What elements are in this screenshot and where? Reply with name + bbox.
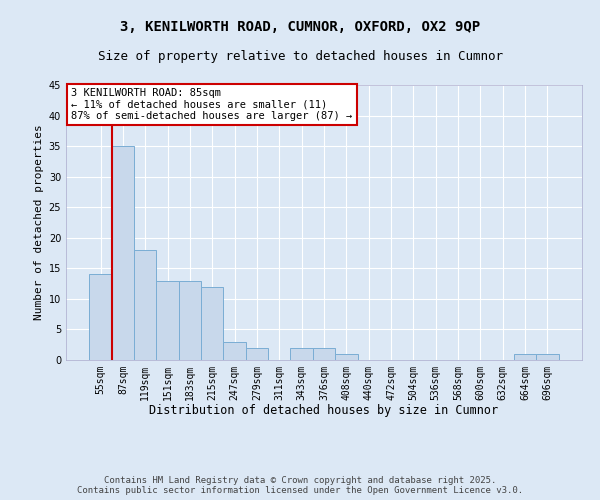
Bar (179, 280, 201, 360)
Bar (157, 280, 179, 360)
Text: 3 KENILWORTH ROAD: 85sqm
← 11% of detached houses are smaller (11)
87% of semi-d: 3 KENILWORTH ROAD: 85sqm ← 11% of detach… (71, 88, 352, 121)
Bar (290, 348, 313, 360)
Bar (89, 274, 112, 360)
Y-axis label: Number of detached properties: Number of detached properties (34, 124, 44, 320)
Bar (201, 286, 223, 360)
Bar (514, 354, 536, 360)
Text: 3, KENILWORTH ROAD, CUMNOR, OXFORD, OX2 9QP: 3, KENILWORTH ROAD, CUMNOR, OXFORD, OX2 … (120, 20, 480, 34)
Text: Size of property relative to detached houses in Cumnor: Size of property relative to detached ho… (97, 50, 503, 63)
Bar (134, 250, 157, 360)
Bar (313, 348, 335, 360)
Bar (223, 342, 246, 360)
Bar (112, 146, 134, 360)
X-axis label: Distribution of detached houses by size in Cumnor: Distribution of detached houses by size … (149, 404, 499, 417)
Bar (335, 354, 358, 360)
Text: Contains HM Land Registry data © Crown copyright and database right 2025.
Contai: Contains HM Land Registry data © Crown c… (77, 476, 523, 495)
Bar (246, 348, 268, 360)
Bar (536, 354, 559, 360)
